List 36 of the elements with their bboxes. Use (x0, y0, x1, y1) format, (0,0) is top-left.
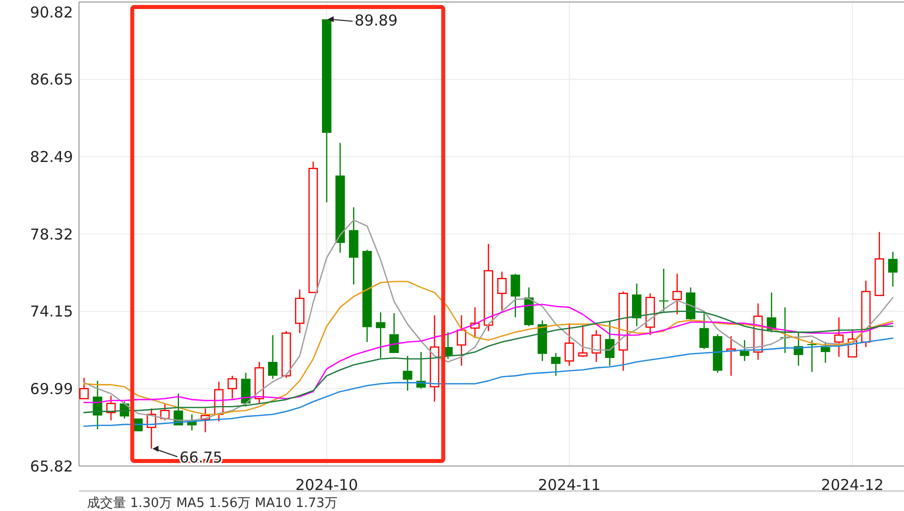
line-series (83, 337, 894, 427)
candlestick (605, 320, 614, 366)
candlestick (510, 273, 520, 318)
candlestick (295, 288, 304, 334)
candlestick (254, 361, 264, 404)
text: 成交量 1.30万 MA5 1.56万 MA10 1.73万 (87, 495, 338, 511)
candlestick (214, 381, 224, 422)
y-tick-label: 74.15 (30, 302, 73, 321)
candlestick (456, 314, 466, 366)
y-tick-label: 86.65 (30, 70, 73, 89)
candlestick (592, 330, 601, 362)
candlestick (564, 322, 574, 366)
y-tick-label: 65.82 (30, 457, 73, 476)
candlestick (268, 334, 278, 380)
candlestick (376, 312, 386, 359)
candlestick (834, 316, 844, 358)
candlestick (618, 290, 628, 372)
candlestick (402, 355, 412, 392)
candlestick (551, 352, 561, 376)
y-tick-label: 78.32 (30, 225, 73, 244)
candlestick (672, 273, 682, 315)
candlestick (726, 335, 736, 376)
y-tick-label: 69.99 (30, 380, 73, 398)
annotation: 89.89 (354, 11, 398, 30)
candlestick (888, 251, 898, 288)
candlestick (335, 142, 345, 254)
x-tick-label: 2024-10 (295, 476, 358, 494)
candlestick (632, 282, 642, 327)
x-tick-label: 2024-12 (821, 476, 884, 494)
y-tick-label: 82.49 (30, 148, 73, 166)
y-tick-label: 90.82 (30, 3, 73, 22)
candlestick (282, 330, 291, 378)
candlestick (430, 314, 440, 402)
candlestick (348, 206, 358, 286)
candlestick (658, 268, 668, 312)
x-tick-label: 2024-11 (538, 476, 601, 494)
